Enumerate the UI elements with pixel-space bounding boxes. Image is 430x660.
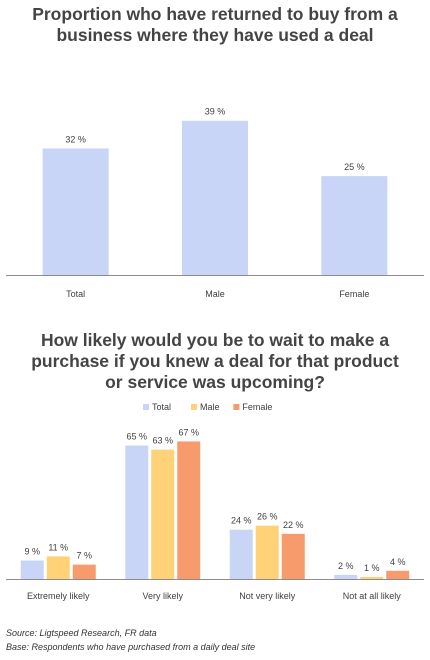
bar-value-label: 25 % [344,162,365,172]
bar-total [334,574,358,579]
bar-value-label: 7 % [76,551,92,561]
chart1-title: Proportion who have returned to buy from… [0,4,430,46]
bar-male [46,556,70,579]
source-note: Source: Ligtspeed Research, FR data [6,628,157,638]
legend-label-male: Male [200,402,220,412]
category-label: Extremely likely [27,591,90,601]
bar-female [386,570,410,579]
chart1-title-line-1: Proportion who have returned to buy from… [32,4,398,24]
category-label: Very likely [142,591,183,601]
category-label: Not very likely [239,591,296,601]
chart2-title: How likely would you be to wait to make … [0,330,430,393]
returned-buyers-chart: 32 % Total 39 % Male 25 % Female [6,107,424,299]
category-label: Total [66,289,85,299]
bar-value-label: 1 % [364,563,380,573]
bar-value-label: 26 % [257,512,278,522]
bar-male [360,576,384,579]
category-label: Male [205,289,225,299]
legend-swatch-female [233,404,240,410]
bar-value-label: 2 % [338,561,354,571]
bar-value-label: 11 % [48,542,68,552]
bar-male [151,449,175,579]
category-label: Female [339,289,369,299]
legend-label-female: Female [242,402,272,412]
bar-female [281,533,305,579]
base-note: Base: Respondents who have purchased fro… [6,642,256,652]
legend-swatch-male [191,404,197,410]
chart2-title-line-1: How likely would you be to wait to make … [40,330,390,350]
chart1-title-line-2: business where they have used a deal [56,25,374,45]
chart2-title-line-3: or service was upcoming? [105,372,325,392]
bar-value-label: 63 % [152,436,173,446]
bar-value-label: 4 % [390,557,406,567]
bar-total [42,148,109,275]
bar-total [125,445,149,579]
bar-value-label: 67 % [178,427,199,437]
bar-female [177,441,201,579]
bar-value-label: 39 % [205,107,226,117]
bar-total [20,560,44,579]
bar-total [229,529,253,579]
bar-value-label: 32 % [65,134,86,144]
chart2-title-line-2: purchase if you knew a deal for that pro… [31,351,399,371]
bar-value-label: 9 % [24,547,40,557]
bar-value-label: 65 % [126,432,147,442]
wait-for-deal-chart: Total Male Female 9 % 11 % 7 % Extremely likel… [6,402,424,601]
bar-male [255,525,279,579]
bar-female [321,176,388,275]
bar-value-label: 24 % [231,516,252,526]
legend-label-total: Total [152,402,171,412]
bar-female [72,564,96,579]
bar-value-label: 22 % [283,520,304,530]
bar-male [182,120,248,275]
legend-swatch-total [143,404,149,410]
category-label: Not at all likely [343,591,402,601]
